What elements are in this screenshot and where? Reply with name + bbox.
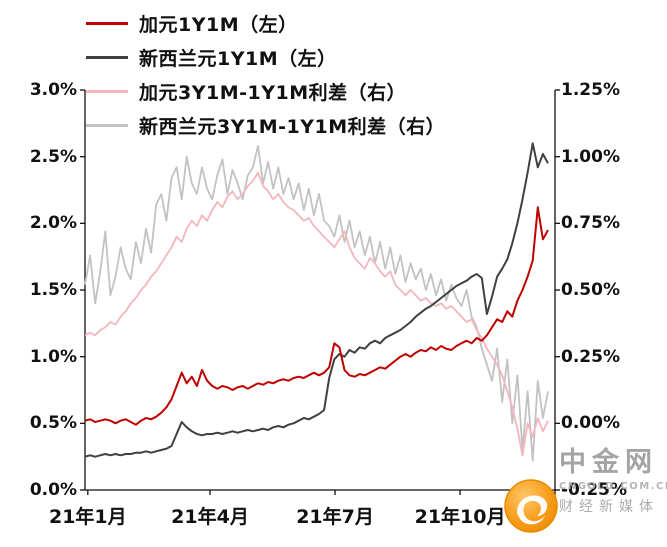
legend-label: 新西兰元3Y1M-1Y1M利差（右） — [139, 115, 446, 138]
left-axis-tick-label: 1.5% — [29, 280, 77, 300]
legend-item-0: 加元1Y1M（左） — [86, 6, 445, 40]
watermark-subtitle: 财经新媒体 — [559, 499, 659, 515]
x-axis-tick-label: 21年7月 — [296, 506, 374, 528]
watermark-title: 中金网 — [559, 447, 658, 478]
legend: 加元1Y1M（左） 新西兰元1Y1M（左） 加元3Y1M-1Y1M利差（右） 新西兰元… — [86, 6, 445, 142]
legend-item-2: 加元3Y1M-1Y1M利差（右） — [86, 74, 445, 108]
right-axis-tick-label: 1.00% — [561, 146, 620, 167]
left-axis-tick-label: 0.5% — [29, 413, 77, 434]
right-axis-tick-label: 0.75% — [561, 213, 620, 234]
legend-item-3: 新西兰元3Y1M-1Y1M利差（右） — [86, 108, 445, 142]
series-line-nzd-1y1m — [84, 142, 549, 458]
legend-label: 加元3Y1M-1Y1M利差（右） — [139, 81, 407, 104]
left-axis-tick-label: 1.0% — [29, 346, 77, 367]
series-line-nzd-spread — [84, 145, 549, 462]
right-axis-tick-label: 1.25% — [561, 80, 620, 100]
right-axis-tick-label: -0.25% — [561, 480, 628, 500]
right-axis-tick-label: 0.25% — [561, 346, 620, 367]
watermark-text: 中金网 CNGOLD.COM.CN 财经新媒体 — [559, 446, 667, 518]
legend-line-swatch — [86, 21, 128, 25]
legend-label: 新西兰元1Y1M（左） — [139, 47, 337, 70]
cngold-logo-icon — [504, 479, 558, 533]
legend-line-swatch — [86, 55, 128, 59]
x-axis-tick-label: 21年1月 — [48, 506, 127, 528]
legend-line-swatch — [86, 123, 128, 127]
watermark-url: CNGOLD.COM.CN — [559, 481, 667, 492]
left-axis-tick-label: 2.0% — [29, 213, 77, 234]
x-axis-tick-label: 21年4月 — [171, 506, 249, 528]
watermark: 中金网 CNGOLD.COM.CN 财经新媒体 — [497, 446, 667, 546]
right-axis-tick-label: 0.00% — [561, 413, 620, 434]
right-axis-tick-label: 0.50% — [561, 280, 620, 300]
x-axis-tick-label: 21年10月 — [414, 506, 506, 528]
left-axis-tick-label: 0.0% — [29, 480, 77, 500]
legend-label: 加元1Y1M（左） — [139, 13, 298, 36]
left-axis-tick-label: 3.0% — [29, 80, 77, 100]
legend-item-1: 新西兰元1Y1M（左） — [86, 40, 445, 74]
series-line-cad-spread — [84, 171, 549, 457]
left-axis-tick-label: 2.5% — [29, 146, 77, 167]
legend-line-swatch — [86, 89, 128, 93]
series-line-cad-1y1m — [84, 206, 549, 426]
